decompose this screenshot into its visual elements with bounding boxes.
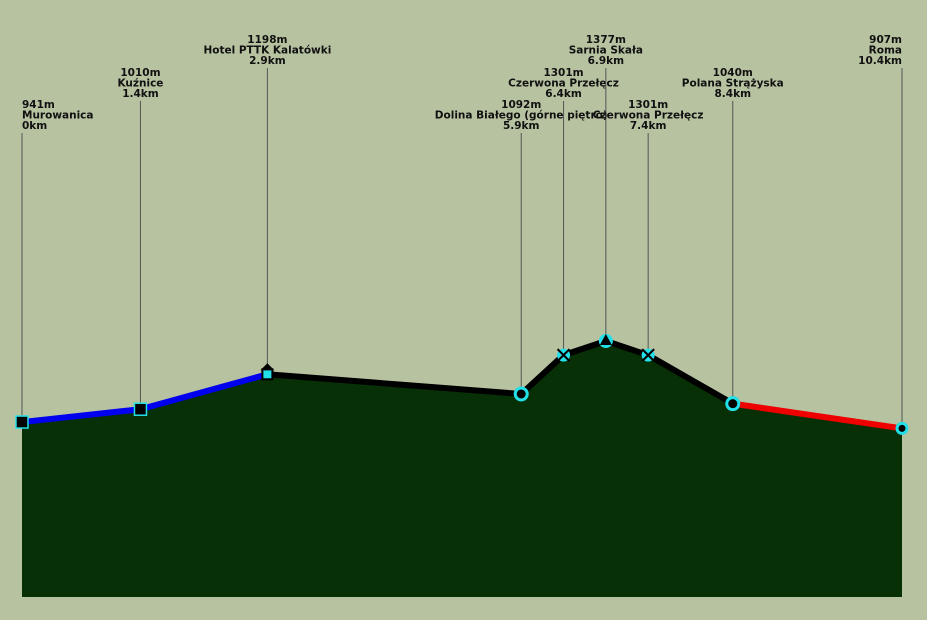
point-label: 1010m (120, 67, 160, 79)
marker-shape (725, 396, 741, 412)
profile-area (22, 341, 902, 597)
point-label: 2.9km (249, 55, 286, 67)
point-label: 1040m (713, 67, 753, 79)
waypoint-marker (15, 415, 29, 429)
point-label: Dolina Białego (górne piętro) (435, 110, 608, 122)
point-label: Czerwona Przełęcz (593, 110, 704, 122)
point-label: 6.4km (545, 88, 582, 100)
point-label: 10.4km (858, 55, 902, 67)
point-label: 0km (22, 120, 47, 132)
point-label: Polana Strążyska (682, 78, 784, 90)
waypoint-marker (895, 421, 909, 435)
point-label: 941m (22, 99, 55, 111)
marker-shape (15, 415, 29, 429)
point-label: 6.9km (588, 55, 625, 67)
point-label: Hotel PTTK Kalatówki (203, 45, 331, 57)
waypoint-marker (133, 402, 148, 416)
route-segment (560, 338, 609, 359)
marker-shape (641, 348, 655, 362)
marker-shape (599, 334, 612, 345)
point-label: Murowanica (22, 110, 94, 122)
route-segment (729, 400, 905, 432)
point-label: 1377m (586, 34, 626, 46)
waypoint-marker (556, 348, 571, 362)
waypoint-marker (598, 334, 613, 348)
marker-shape (556, 348, 571, 362)
waypoint-marker (260, 363, 275, 381)
marker-shape (261, 368, 274, 381)
route-segment (645, 352, 736, 407)
waypoint-marker (641, 348, 655, 362)
marker-shape (260, 363, 275, 371)
route-segment (518, 352, 567, 397)
marker-shape (133, 402, 148, 416)
point-label: 1.4km (122, 88, 159, 100)
waypoint-marker (725, 396, 741, 412)
waypoint-marker (513, 386, 529, 402)
route-segment (264, 371, 525, 397)
point-label: 907m (869, 34, 902, 46)
route-segment (602, 338, 652, 359)
point-label: 1198m (247, 34, 287, 46)
point-label: 1092m (501, 99, 541, 111)
point-label: Sarnia Skała (569, 45, 643, 57)
point-label: Czerwona Przełęcz (508, 78, 619, 90)
marker-shape (513, 386, 529, 402)
point-label: 1301m (628, 99, 668, 111)
point-label: Kuźnice (117, 78, 163, 90)
point-label: 7.4km (630, 120, 667, 132)
point-label: 5.9km (503, 120, 540, 132)
route-segment (137, 371, 271, 413)
route-segment (19, 406, 144, 426)
point-label: 8.4km (715, 88, 752, 100)
point-label: Roma (869, 45, 902, 57)
marker-shape (898, 424, 906, 432)
point-label: 1301m (543, 67, 583, 79)
